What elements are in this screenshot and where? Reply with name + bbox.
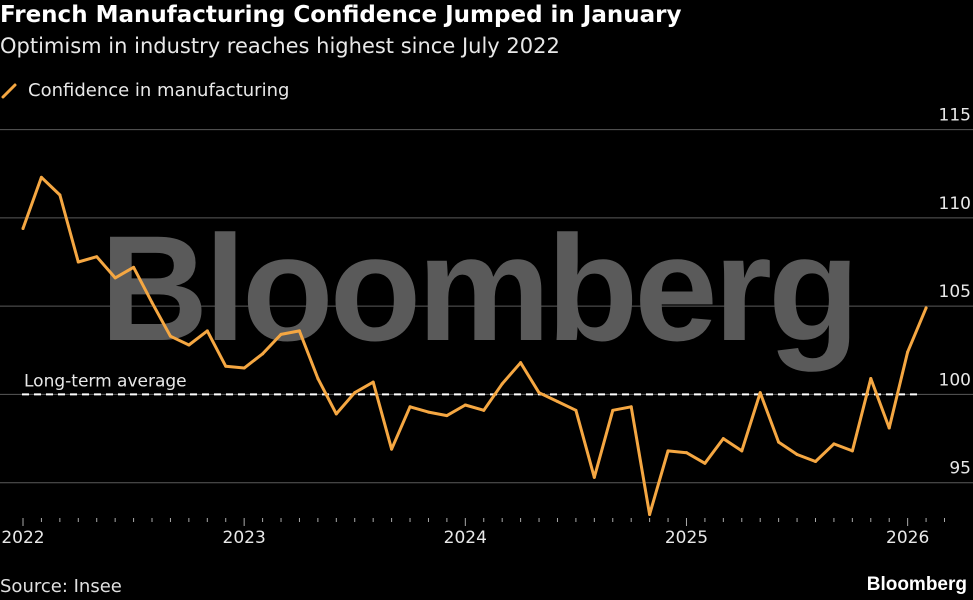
data-point — [261, 352, 265, 356]
data-point — [777, 440, 781, 444]
y-tick-label: 105 — [939, 282, 971, 302]
data-point — [924, 306, 928, 310]
data-point — [703, 461, 707, 465]
data-point — [279, 332, 283, 336]
data-point — [426, 410, 430, 414]
data-point — [666, 449, 670, 453]
data-point — [445, 414, 449, 418]
data-point — [371, 380, 375, 384]
series-line-confidence-in-manufacturing — [21, 175, 928, 516]
data-point — [463, 403, 467, 407]
data-point — [629, 405, 633, 409]
legend-label: Confidence in manufacturing — [28, 80, 290, 101]
data-point — [482, 408, 486, 412]
y-tick-label: 115 — [939, 106, 971, 126]
data-point — [39, 175, 43, 179]
data-point — [887, 426, 891, 430]
data-point — [334, 412, 338, 416]
data-point — [150, 301, 154, 305]
data-point — [850, 449, 854, 453]
data-point — [187, 343, 191, 347]
chart-title: French Manufacturing Confidence Jumped i… — [0, 2, 682, 28]
data-point — [168, 334, 172, 338]
data-point — [58, 193, 62, 197]
data-point — [500, 382, 504, 386]
y-tick-label: 100 — [939, 370, 971, 390]
x-tick-label-2024: 2024 — [444, 528, 487, 548]
data-point — [408, 405, 412, 409]
data-point — [648, 512, 652, 516]
data-point — [224, 364, 228, 368]
y-tick-label: 110 — [939, 194, 971, 214]
data-point — [519, 361, 523, 365]
data-point — [832, 442, 836, 446]
data-point — [684, 451, 688, 455]
data-point — [740, 449, 744, 453]
data-point — [721, 437, 725, 441]
data-point — [574, 408, 578, 412]
data-point — [795, 452, 799, 456]
x-tick-label-2022: 2022 — [1, 528, 44, 548]
data-point — [95, 255, 99, 259]
data-point — [758, 391, 762, 395]
legend: Confidence in manufacturing — [0, 80, 289, 101]
x-tick-label-2026: 2026 — [886, 528, 929, 548]
legend-line-icon — [1, 83, 17, 98]
x-tick-label-2023: 2023 — [223, 528, 266, 548]
bloomberg-watermark: Bloomberg — [100, 204, 856, 372]
data-point — [21, 227, 25, 231]
data-point — [537, 391, 541, 395]
data-point — [76, 260, 80, 264]
data-point — [813, 460, 817, 464]
data-point — [353, 391, 357, 395]
data-point — [297, 329, 301, 333]
data-point — [242, 366, 246, 370]
y-tick-label: 95 — [949, 459, 971, 479]
data-point — [592, 475, 596, 479]
data-point — [132, 265, 136, 269]
data-point — [390, 447, 394, 451]
data-point — [869, 377, 873, 381]
data-point — [113, 276, 117, 280]
data-point — [316, 377, 320, 381]
data-point — [611, 408, 615, 412]
long-term-average-label: Long-term average — [24, 371, 187, 391]
data-point — [906, 350, 910, 354]
source-note: Source: Insee — [0, 576, 122, 597]
data-point — [205, 329, 209, 333]
chart-subtitle: Optimism in industry reaches highest sin… — [0, 34, 560, 58]
x-tick-label-2025: 2025 — [665, 528, 708, 548]
data-point — [555, 399, 559, 403]
bloomberg-logo: Bloomberg — [866, 574, 967, 595]
